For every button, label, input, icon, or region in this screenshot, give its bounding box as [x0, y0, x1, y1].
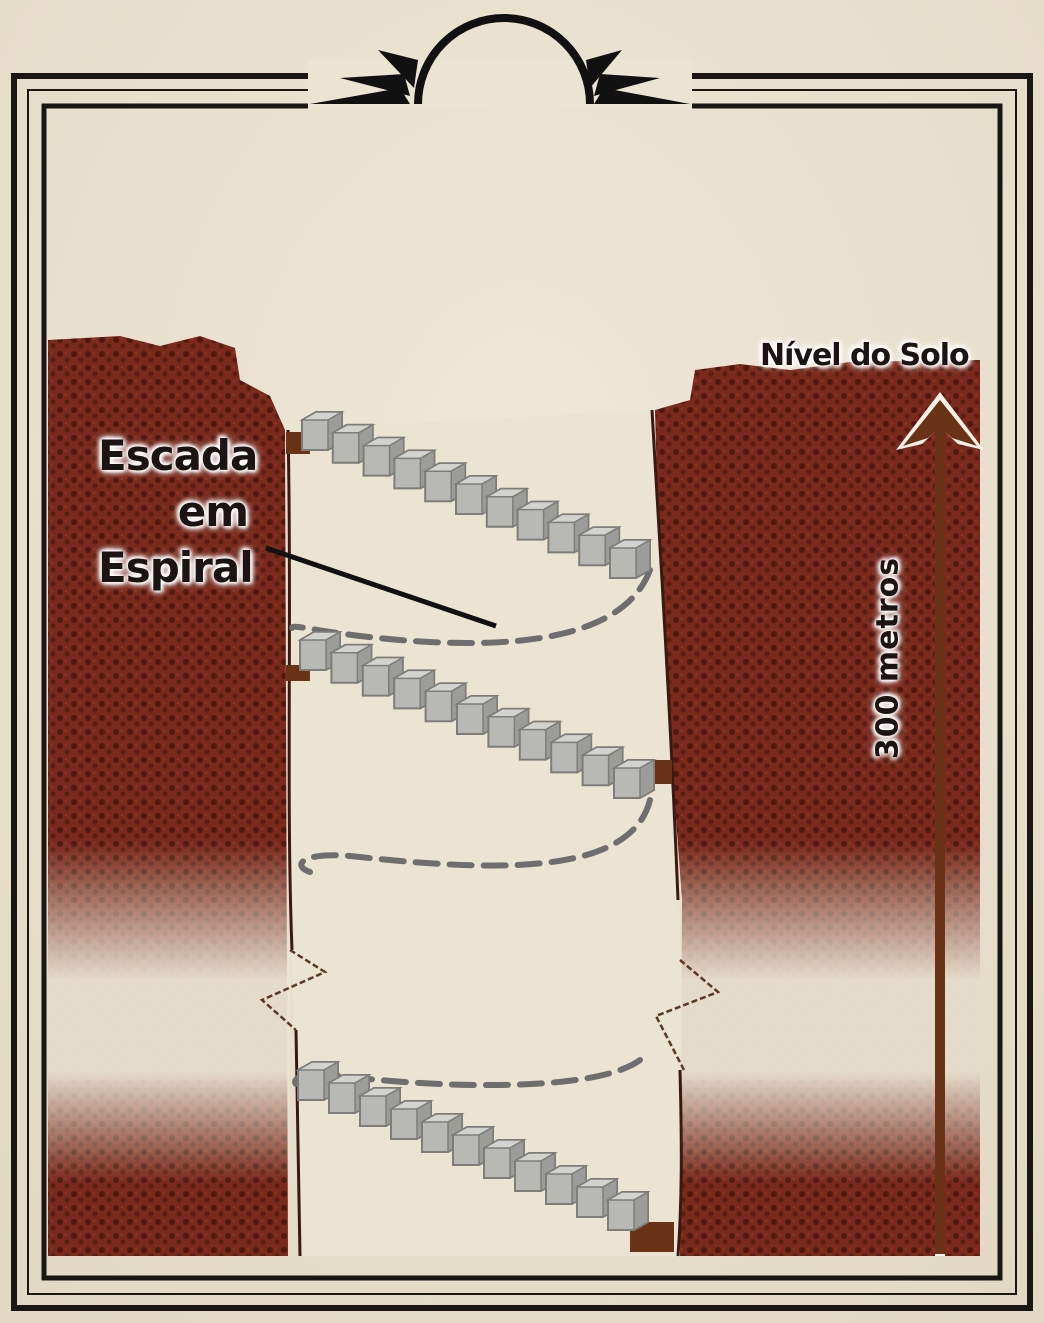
- earth-fade-band-left: [48, 336, 290, 1256]
- stair-step: [607, 1191, 649, 1231]
- shaft-wall-right-lower: [676, 1069, 683, 1257]
- spiral-staircase-label: Escada em Espiral: [98, 428, 258, 596]
- break-zigzag-left: [259, 948, 328, 1031]
- ground-level-label: Nível do Solo: [760, 338, 970, 373]
- stair-label-line-1: Escada: [98, 431, 258, 480]
- depth-arrow-icon: [896, 392, 984, 1256]
- stair-label-line-3: Espiral: [98, 543, 254, 592]
- shaft: [288, 410, 682, 1256]
- earth-fade-band-right: [655, 336, 980, 1256]
- label-pointer-line: [265, 545, 497, 629]
- stair-step: [609, 539, 651, 579]
- depth-label: 300 metros: [870, 556, 906, 760]
- stair-step: [613, 759, 655, 799]
- shaft-wall-left: [286, 429, 294, 951]
- shaft-wall-right: [650, 409, 680, 901]
- shaft-wall-left-lower: [294, 1029, 302, 1257]
- stair-label-line-2: em: [177, 487, 249, 536]
- break-zigzag-right: [654, 959, 721, 1071]
- ornament-fan-icon: [308, 14, 692, 110]
